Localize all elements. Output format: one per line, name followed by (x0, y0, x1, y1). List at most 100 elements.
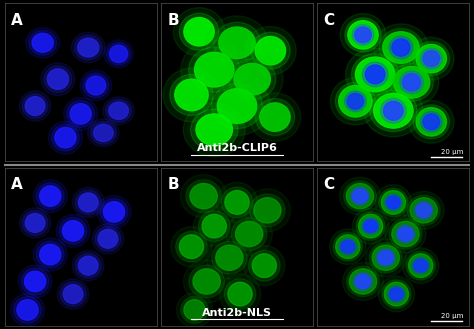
Ellipse shape (88, 119, 119, 147)
Ellipse shape (225, 190, 249, 214)
Ellipse shape (384, 282, 409, 306)
Ellipse shape (73, 250, 104, 281)
Ellipse shape (393, 66, 430, 98)
Ellipse shape (416, 108, 447, 136)
Ellipse shape (413, 105, 449, 139)
Ellipse shape (189, 47, 240, 92)
Ellipse shape (203, 76, 271, 136)
Ellipse shape (176, 231, 207, 262)
Ellipse shape (52, 124, 79, 151)
Ellipse shape (260, 103, 290, 131)
Ellipse shape (93, 124, 113, 141)
Ellipse shape (355, 27, 371, 43)
Ellipse shape (349, 269, 377, 294)
Ellipse shape (390, 288, 403, 300)
Ellipse shape (106, 99, 131, 122)
Ellipse shape (29, 31, 56, 55)
Ellipse shape (344, 181, 376, 211)
Ellipse shape (362, 62, 388, 87)
Ellipse shape (336, 235, 360, 259)
Ellipse shape (212, 241, 247, 274)
Ellipse shape (189, 265, 224, 298)
Ellipse shape (245, 27, 296, 75)
Ellipse shape (340, 13, 386, 56)
Text: B: B (167, 177, 179, 192)
Ellipse shape (351, 54, 399, 95)
Ellipse shape (414, 201, 434, 219)
Ellipse shape (25, 214, 45, 233)
Ellipse shape (98, 229, 118, 248)
Ellipse shape (63, 221, 84, 241)
Ellipse shape (78, 256, 98, 275)
Ellipse shape (364, 220, 377, 233)
Ellipse shape (191, 109, 238, 150)
Ellipse shape (244, 189, 291, 232)
Ellipse shape (339, 86, 372, 117)
Ellipse shape (25, 96, 45, 115)
Ellipse shape (412, 257, 429, 274)
Ellipse shape (103, 97, 135, 125)
Ellipse shape (44, 66, 72, 92)
Ellipse shape (252, 254, 276, 277)
Ellipse shape (345, 91, 366, 112)
Ellipse shape (19, 91, 51, 121)
Ellipse shape (163, 68, 220, 122)
Ellipse shape (33, 238, 67, 271)
Ellipse shape (183, 260, 230, 303)
Ellipse shape (416, 203, 431, 217)
Ellipse shape (231, 217, 267, 250)
Ellipse shape (346, 266, 379, 297)
Ellipse shape (193, 206, 235, 246)
Ellipse shape (211, 84, 263, 129)
Ellipse shape (199, 211, 230, 241)
Ellipse shape (374, 93, 413, 128)
Text: 20 μm: 20 μm (441, 149, 463, 155)
Ellipse shape (389, 219, 422, 249)
Ellipse shape (109, 45, 128, 63)
Ellipse shape (409, 254, 433, 277)
Ellipse shape (78, 38, 99, 57)
Ellipse shape (219, 27, 255, 59)
Ellipse shape (383, 32, 419, 63)
Ellipse shape (32, 33, 53, 52)
Ellipse shape (356, 212, 385, 240)
Ellipse shape (402, 74, 421, 91)
Ellipse shape (216, 182, 258, 223)
Ellipse shape (36, 241, 64, 268)
Ellipse shape (352, 208, 389, 244)
Ellipse shape (59, 217, 87, 244)
Text: C: C (324, 177, 335, 192)
Ellipse shape (364, 85, 423, 137)
Ellipse shape (379, 188, 408, 217)
Ellipse shape (248, 250, 280, 281)
Ellipse shape (47, 69, 69, 89)
Ellipse shape (381, 190, 405, 214)
Ellipse shape (71, 32, 105, 63)
Ellipse shape (369, 242, 402, 273)
Ellipse shape (40, 186, 61, 206)
Ellipse shape (384, 59, 439, 106)
Ellipse shape (378, 276, 415, 312)
Ellipse shape (221, 187, 253, 218)
Ellipse shape (255, 37, 285, 65)
Ellipse shape (36, 183, 64, 210)
Ellipse shape (55, 127, 76, 148)
Ellipse shape (18, 265, 52, 298)
Ellipse shape (343, 263, 383, 300)
Ellipse shape (352, 189, 367, 203)
Ellipse shape (75, 253, 101, 278)
Ellipse shape (392, 39, 410, 56)
Ellipse shape (181, 175, 227, 217)
Ellipse shape (179, 235, 204, 259)
Ellipse shape (376, 248, 396, 267)
Ellipse shape (107, 42, 130, 65)
Ellipse shape (17, 300, 38, 320)
Ellipse shape (336, 82, 375, 120)
Ellipse shape (40, 244, 61, 265)
Ellipse shape (370, 90, 417, 132)
Ellipse shape (339, 177, 381, 215)
Ellipse shape (224, 279, 256, 310)
Ellipse shape (183, 103, 245, 157)
Text: B: B (167, 13, 179, 28)
Ellipse shape (400, 71, 423, 94)
